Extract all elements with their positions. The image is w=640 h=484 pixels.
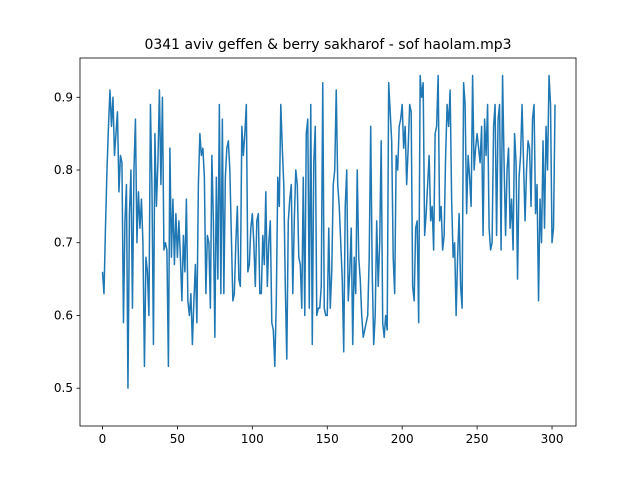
- plot-frame: [79, 57, 577, 427]
- chart-title: 0341 aviv geffen & berry sakharof - sof …: [144, 37, 511, 53]
- x-tick-label: 100: [241, 432, 264, 446]
- x-tick-label: 250: [466, 432, 489, 446]
- x-tick-label: 0: [99, 432, 107, 446]
- y-tick-label: 0.8: [54, 163, 73, 177]
- x-tick-label: 50: [170, 432, 185, 446]
- x-tick-label: 200: [391, 432, 414, 446]
- y-tick-label: 0.9: [54, 90, 73, 104]
- x-tick-label: 150: [316, 432, 339, 446]
- y-tick-label: 0.5: [54, 381, 73, 395]
- x-tick-label: 300: [541, 432, 564, 446]
- y-tick-label: 0.6: [54, 308, 73, 322]
- y-tick-label: 0.7: [54, 236, 73, 250]
- data-line: [101, 74, 556, 389]
